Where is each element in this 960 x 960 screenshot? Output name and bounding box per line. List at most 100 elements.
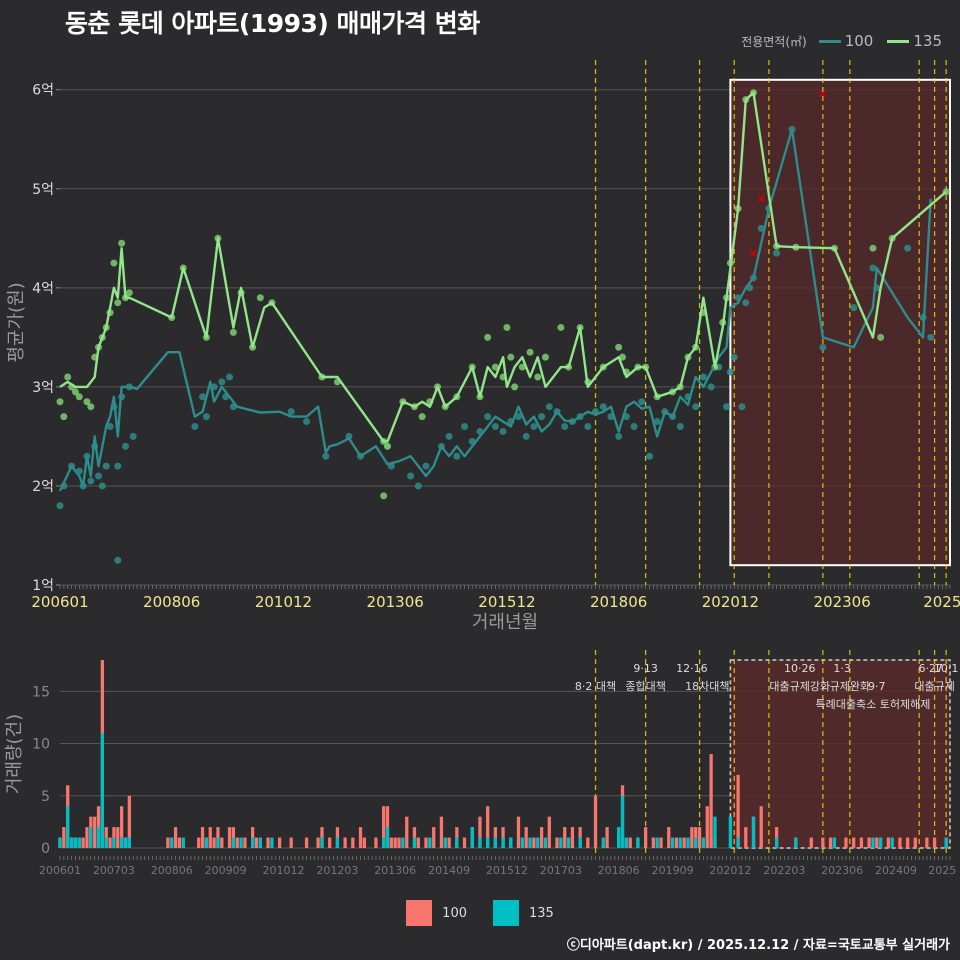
bar-135: [493, 837, 498, 848]
bar-100: [593, 795, 598, 848]
point-135: [491, 363, 499, 371]
bar-x-tick-label: 201512: [486, 864, 528, 877]
excluded-mark: [749, 249, 758, 257]
bar-100: [116, 827, 120, 848]
bar-100: [478, 816, 482, 848]
bar-100: [932, 837, 937, 848]
bar-100: [405, 816, 409, 848]
bar-100: [362, 837, 367, 848]
point-100: [773, 249, 781, 257]
point-100: [114, 556, 122, 564]
bar-100: [200, 827, 205, 848]
bar-135: [774, 837, 779, 848]
policy-annotation: 18차대책: [685, 680, 729, 693]
bar-100: [85, 827, 89, 848]
bar-135: [412, 837, 417, 848]
point-100: [730, 353, 738, 361]
bar-x-tick-label: 201909: [652, 864, 694, 877]
bar-100: [705, 806, 709, 848]
legend-item-100: 100: [818, 32, 873, 50]
policy-annotation: 대출규제강화: [769, 680, 830, 693]
point-100: [98, 482, 106, 490]
point-135: [503, 323, 511, 331]
bar-x-tick-label: 202012: [709, 864, 751, 877]
point-135: [518, 363, 526, 371]
bar-100: [844, 837, 848, 848]
bar-100: [524, 827, 528, 848]
bar-135: [601, 837, 605, 848]
point-135: [383, 442, 391, 450]
bar-135: [701, 837, 706, 848]
bar-100: [108, 837, 112, 848]
bar-135: [112, 837, 116, 848]
bar-x-tick-label: 200909: [205, 864, 247, 877]
bar-x-tick-label: 201306: [374, 864, 416, 877]
policy-annotation: 종합대책: [625, 680, 665, 693]
point-100: [514, 413, 522, 421]
y-tick-label: 6억: [32, 83, 54, 99]
x-tick-label: 200806: [143, 593, 200, 611]
point-100: [726, 368, 734, 376]
bar-135: [543, 837, 548, 848]
bar-135: [566, 837, 571, 848]
bar-100: [328, 837, 332, 848]
point-100: [599, 403, 607, 411]
point-100: [202, 413, 210, 421]
bar-100: [393, 837, 397, 848]
bar-135: [478, 837, 482, 848]
volume-chart: 0 5 10 15 200601 200703 200806 200909 201012 2012…: [4, 650, 958, 877]
x-tick-label: 201012: [255, 593, 312, 611]
point-135: [869, 244, 877, 252]
point-135: [110, 259, 118, 267]
legend-item-135: 135: [887, 32, 942, 50]
bar-100: [397, 837, 401, 848]
bar-100: [208, 827, 212, 848]
point-135: [541, 353, 549, 361]
legend-swatch-135: [887, 39, 910, 43]
bar-100: [628, 837, 632, 848]
y-axis-label: 평균가(원): [6, 282, 27, 362]
point-100: [538, 413, 546, 421]
bar-100: [709, 754, 713, 848]
point-100: [129, 432, 137, 440]
bar-100: [381, 806, 386, 848]
bar-100: [875, 837, 879, 848]
point-135: [118, 239, 126, 247]
legend-swatch-100: [818, 39, 841, 43]
bar-135: [385, 827, 390, 848]
x-tick-label: 202012: [702, 593, 759, 611]
bar-135: [123, 837, 128, 848]
bar-135: [678, 837, 682, 848]
bar-100: [197, 837, 201, 848]
bar-135: [73, 837, 78, 848]
point-100: [819, 343, 827, 351]
bar-135: [624, 837, 629, 848]
point-135: [114, 299, 122, 307]
policy-annotation: 9·7: [868, 680, 886, 693]
excluded-mark: [757, 195, 765, 203]
bar-100: [690, 827, 694, 848]
policy-annotation: 6·27: [918, 662, 943, 675]
x-tick-label: 201512: [478, 593, 535, 611]
point-135: [380, 492, 388, 500]
bar-135: [794, 837, 798, 848]
bar-100: [547, 816, 551, 848]
bar-135: [470, 827, 474, 848]
bar-135: [751, 816, 756, 848]
bar-135: [636, 837, 640, 848]
bar-100: [516, 816, 521, 848]
bar-135: [871, 837, 875, 848]
bar-y-tick-label: 15: [32, 684, 50, 700]
policy-annotation: 8·2 대책: [575, 680, 616, 693]
bar-100: [586, 837, 590, 848]
bar-x-tick-label: 201703: [540, 864, 582, 877]
bar-135: [455, 837, 459, 848]
bar-100: [809, 837, 813, 848]
bar-135: [127, 837, 131, 848]
bar-100: [424, 837, 428, 848]
bar-100: [486, 806, 490, 848]
chart-svg: 1억 2억 3억 4억 5억 6억 200601 200806 201012 201306 2015…: [4, 60, 960, 877]
bottom-legend-swatch-100: [406, 900, 433, 926]
bar-100: [439, 816, 444, 848]
point-100: [723, 403, 731, 411]
